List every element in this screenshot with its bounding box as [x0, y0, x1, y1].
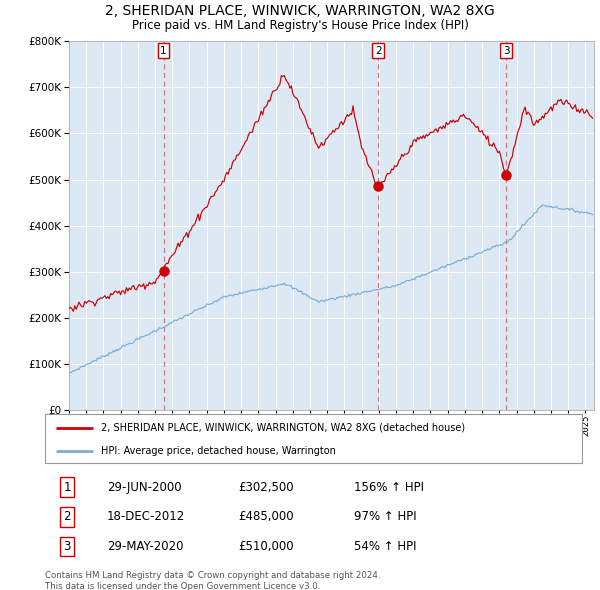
Text: Price paid vs. HM Land Registry's House Price Index (HPI): Price paid vs. HM Land Registry's House … [131, 19, 469, 32]
Text: 3: 3 [503, 45, 509, 55]
Text: 1: 1 [63, 481, 71, 494]
Text: £510,000: £510,000 [238, 540, 294, 553]
Text: 156% ↑ HPI: 156% ↑ HPI [354, 481, 424, 494]
Text: £302,500: £302,500 [238, 481, 294, 494]
Text: 2: 2 [375, 45, 382, 55]
Text: Contains HM Land Registry data © Crown copyright and database right 2024.
This d: Contains HM Land Registry data © Crown c… [45, 571, 380, 590]
Text: 2: 2 [63, 510, 71, 523]
Text: 29-MAY-2020: 29-MAY-2020 [107, 540, 183, 553]
Text: 1: 1 [160, 45, 167, 55]
Text: HPI: Average price, detached house, Warrington: HPI: Average price, detached house, Warr… [101, 446, 336, 456]
Text: 29-JUN-2000: 29-JUN-2000 [107, 481, 181, 494]
Text: 97% ↑ HPI: 97% ↑ HPI [354, 510, 416, 523]
Text: 2, SHERIDAN PLACE, WINWICK, WARRINGTON, WA2 8XG (detached house): 2, SHERIDAN PLACE, WINWICK, WARRINGTON, … [101, 423, 466, 433]
Text: 18-DEC-2012: 18-DEC-2012 [107, 510, 185, 523]
Text: 3: 3 [64, 540, 71, 553]
Text: £485,000: £485,000 [238, 510, 294, 523]
Text: 54% ↑ HPI: 54% ↑ HPI [354, 540, 416, 553]
Text: 2, SHERIDAN PLACE, WINWICK, WARRINGTON, WA2 8XG: 2, SHERIDAN PLACE, WINWICK, WARRINGTON, … [105, 4, 495, 18]
